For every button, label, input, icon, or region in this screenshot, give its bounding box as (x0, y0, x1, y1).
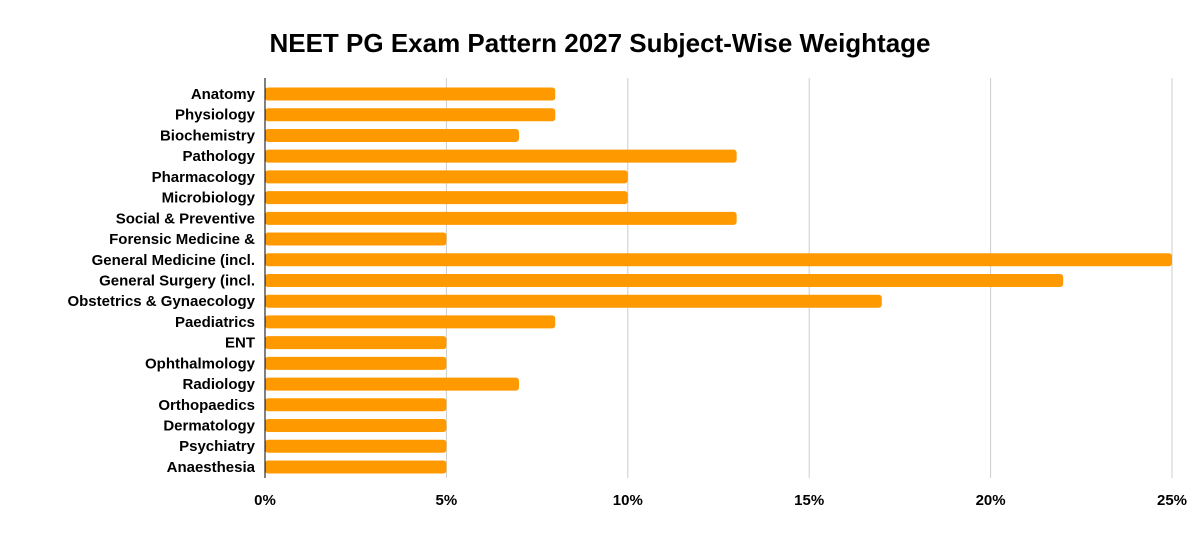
y-tick-label: Physiology (175, 107, 256, 124)
y-tick-label: ENT (225, 335, 255, 352)
bar (265, 315, 556, 329)
bar (265, 232, 447, 246)
bar (265, 211, 737, 225)
x-tick-label: 5% (436, 492, 458, 509)
y-tick-label: Obstetrics & Gynaecology (67, 293, 255, 310)
y-tick-label: Psychiatry (179, 438, 256, 455)
y-tick-label: Social & Preventive (116, 210, 255, 227)
x-tick-label: 0% (254, 492, 276, 509)
y-tick-label: Radiology (182, 376, 255, 393)
x-tick-label: 20% (976, 492, 1006, 509)
y-tick-label: Anatomy (191, 86, 256, 103)
y-tick-label: Forensic Medicine & (109, 231, 255, 248)
y-tick-label: Biochemistry (160, 127, 256, 144)
y-tick-label: Microbiology (162, 190, 256, 207)
y-tick-label: Ophthalmology (145, 355, 256, 372)
bar (265, 377, 519, 391)
bar (265, 439, 447, 453)
bar (265, 460, 447, 474)
x-tick-label: 10% (613, 492, 643, 509)
bar (265, 294, 882, 308)
bar (265, 191, 628, 205)
y-tick-label: Dermatology (163, 418, 255, 435)
bar (265, 108, 556, 122)
bar (265, 170, 628, 184)
y-tick-label: General Surgery (incl. (99, 272, 255, 289)
x-tick-label: 25% (1157, 492, 1187, 509)
y-tick-label: Anaesthesia (167, 459, 256, 476)
y-tick-label: Orthopaedics (158, 397, 255, 414)
bar (265, 336, 447, 350)
bar (265, 273, 1064, 287)
y-tick-label: General Medicine (incl. (92, 252, 255, 269)
bar (265, 149, 737, 163)
chart-title: NEET PG Exam Pattern 2027 Subject-Wise W… (269, 28, 931, 58)
bar (265, 253, 1172, 267)
y-tick-label: Pathology (182, 148, 255, 165)
y-tick-label: Paediatrics (175, 314, 255, 331)
bar (265, 128, 519, 142)
x-tick-label: 15% (794, 492, 824, 509)
bar (265, 398, 447, 412)
bar (265, 356, 447, 370)
bar (265, 419, 447, 433)
bar (265, 87, 556, 101)
y-tick-label: Pharmacology (152, 169, 256, 186)
